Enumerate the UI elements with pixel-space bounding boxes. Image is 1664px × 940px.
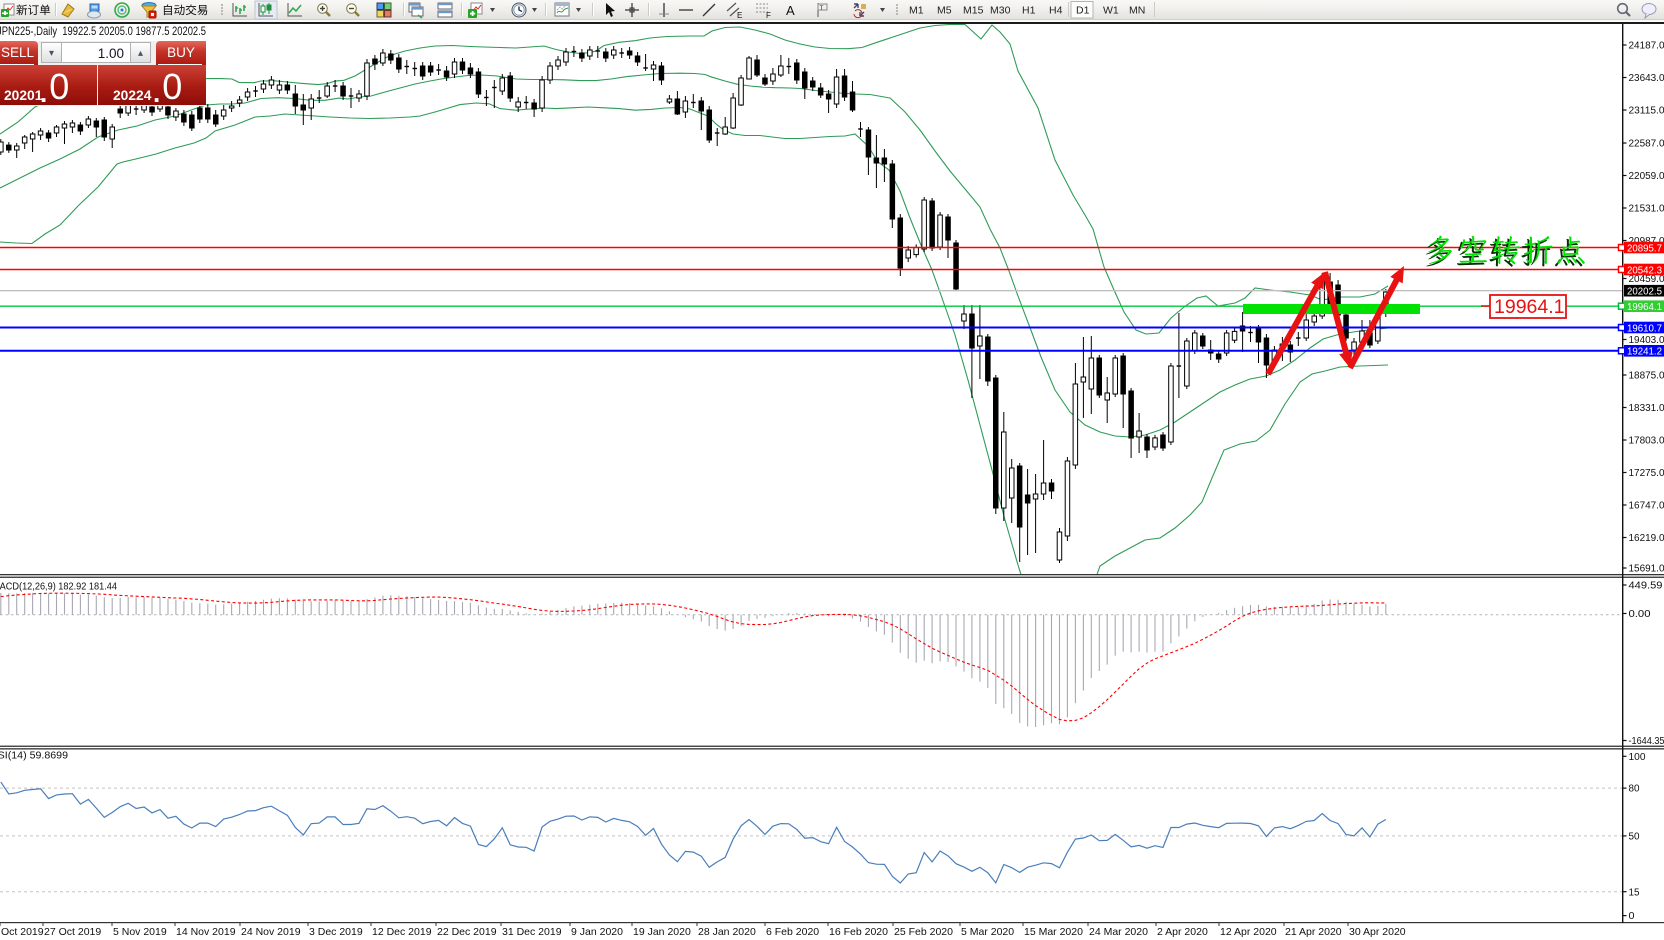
svg-text:M15: M15: [963, 5, 984, 17]
svg-text:20895.7: 20895.7: [1627, 243, 1662, 254]
svg-text:20987.0: 20987.0: [1629, 236, 1664, 247]
svg-text:449.59: 449.59: [1629, 581, 1663, 592]
svg-text:6 Feb 2020: 6 Feb 2020: [766, 926, 819, 938]
svg-text:17275.0: 17275.0: [1629, 468, 1664, 479]
svg-text:2 Apr 2020: 2 Apr 2020: [1157, 926, 1208, 938]
svg-text:16 Feb 2020: 16 Feb 2020: [829, 926, 888, 938]
svg-text:20459.0: 20459.0: [1629, 274, 1664, 285]
svg-text:F: F: [766, 11, 771, 20]
svg-text:22 Dec 2019: 22 Dec 2019: [437, 926, 497, 938]
svg-text:D1: D1: [1076, 5, 1090, 17]
svg-text:M1: M1: [909, 5, 924, 17]
svg-text:19 Jan 2020: 19 Jan 2020: [633, 926, 691, 938]
svg-text:MN: MN: [1129, 5, 1145, 17]
svg-text:28 Jan 2020: 28 Jan 2020: [698, 926, 756, 938]
svg-text:E: E: [737, 11, 742, 20]
svg-text:17803.0: 17803.0: [1629, 436, 1664, 447]
svg-text:20202.5: 20202.5: [1627, 287, 1662, 298]
svg-text:50: 50: [1629, 832, 1640, 843]
svg-text:12 Apr 2020: 12 Apr 2020: [1220, 926, 1277, 938]
svg-text:M5: M5: [937, 5, 952, 17]
svg-text:23643.0: 23643.0: [1629, 73, 1664, 84]
svg-text:100: 100: [1629, 752, 1646, 763]
svg-text:JPN225-,Daily 19922.5 20205.0: JPN225-,Daily 19922.5 20205.0 19877.5 20…: [0, 24, 206, 38]
svg-text:15 Mar 2020: 15 Mar 2020: [1024, 926, 1083, 938]
svg-text:27 Oct 2019: 27 Oct 2019: [44, 926, 101, 938]
svg-text:A: A: [786, 3, 795, 18]
svg-text:0: 0: [1629, 911, 1635, 922]
svg-text:5 Mar 2020: 5 Mar 2020: [961, 926, 1014, 938]
svg-text:19241.2: 19241.2: [1627, 347, 1662, 358]
svg-text:19964.1: 19964.1: [1627, 302, 1662, 313]
svg-text:-1644.35: -1644.35: [1629, 736, 1664, 747]
svg-text:20542.3: 20542.3: [1627, 265, 1662, 276]
svg-text:16219.0: 16219.0: [1629, 533, 1664, 544]
svg-text:30 Apr 2020: 30 Apr 2020: [1349, 926, 1406, 938]
svg-text:31 Dec 2019: 31 Dec 2019: [502, 926, 562, 938]
svg-text:22587.0: 22587.0: [1629, 139, 1664, 150]
svg-text:M30: M30: [990, 5, 1011, 17]
svg-text:19610.7: 19610.7: [1627, 323, 1662, 334]
svg-text:18331.0: 18331.0: [1629, 403, 1664, 414]
svg-text:5 Nov 2019: 5 Nov 2019: [113, 926, 167, 938]
svg-text:16747.0: 16747.0: [1629, 501, 1664, 512]
svg-text:9 Jan 2020: 9 Jan 2020: [571, 926, 623, 938]
svg-text:23115.0: 23115.0: [1629, 106, 1664, 117]
svg-text:80: 80: [1629, 784, 1640, 795]
svg-text:25 Feb 2020: 25 Feb 2020: [894, 926, 953, 938]
svg-text:3 Dec 2019: 3 Dec 2019: [309, 926, 363, 938]
svg-text:MACD(12,26,9) 182.92 181.44: MACD(12,26,9) 182.92 181.44: [0, 582, 117, 593]
svg-text:15: 15: [1629, 887, 1640, 898]
svg-text:18875.0: 18875.0: [1629, 371, 1664, 382]
svg-text:19403.0: 19403.0: [1629, 335, 1664, 346]
svg-text:0.00: 0.00: [1629, 609, 1651, 620]
svg-text:14 Nov 2019: 14 Nov 2019: [176, 926, 236, 938]
svg-text:24 Mar 2020: 24 Mar 2020: [1089, 926, 1148, 938]
svg-text:H1: H1: [1022, 5, 1036, 17]
svg-text:Oct 2019: Oct 2019: [1, 926, 44, 938]
svg-text:21 Apr 2020: 21 Apr 2020: [1285, 926, 1342, 938]
svg-text:12 Dec 2019: 12 Dec 2019: [372, 926, 432, 938]
svg-text:21531.0: 21531.0: [1629, 204, 1664, 215]
svg-text:H4: H4: [1049, 5, 1063, 17]
svg-text:22059.0: 22059.0: [1629, 171, 1664, 182]
svg-text:24187.0: 24187.0: [1629, 41, 1664, 52]
svg-text:19964.1: 19964.1: [1494, 296, 1565, 318]
svg-text:T: T: [820, 5, 824, 12]
svg-text:RSI(14) 59.8699: RSI(14) 59.8699: [0, 751, 68, 762]
svg-text:15691.0: 15691.0: [1629, 564, 1664, 575]
svg-text:24 Nov 2019: 24 Nov 2019: [241, 926, 301, 938]
svg-text:W1: W1: [1103, 5, 1119, 17]
